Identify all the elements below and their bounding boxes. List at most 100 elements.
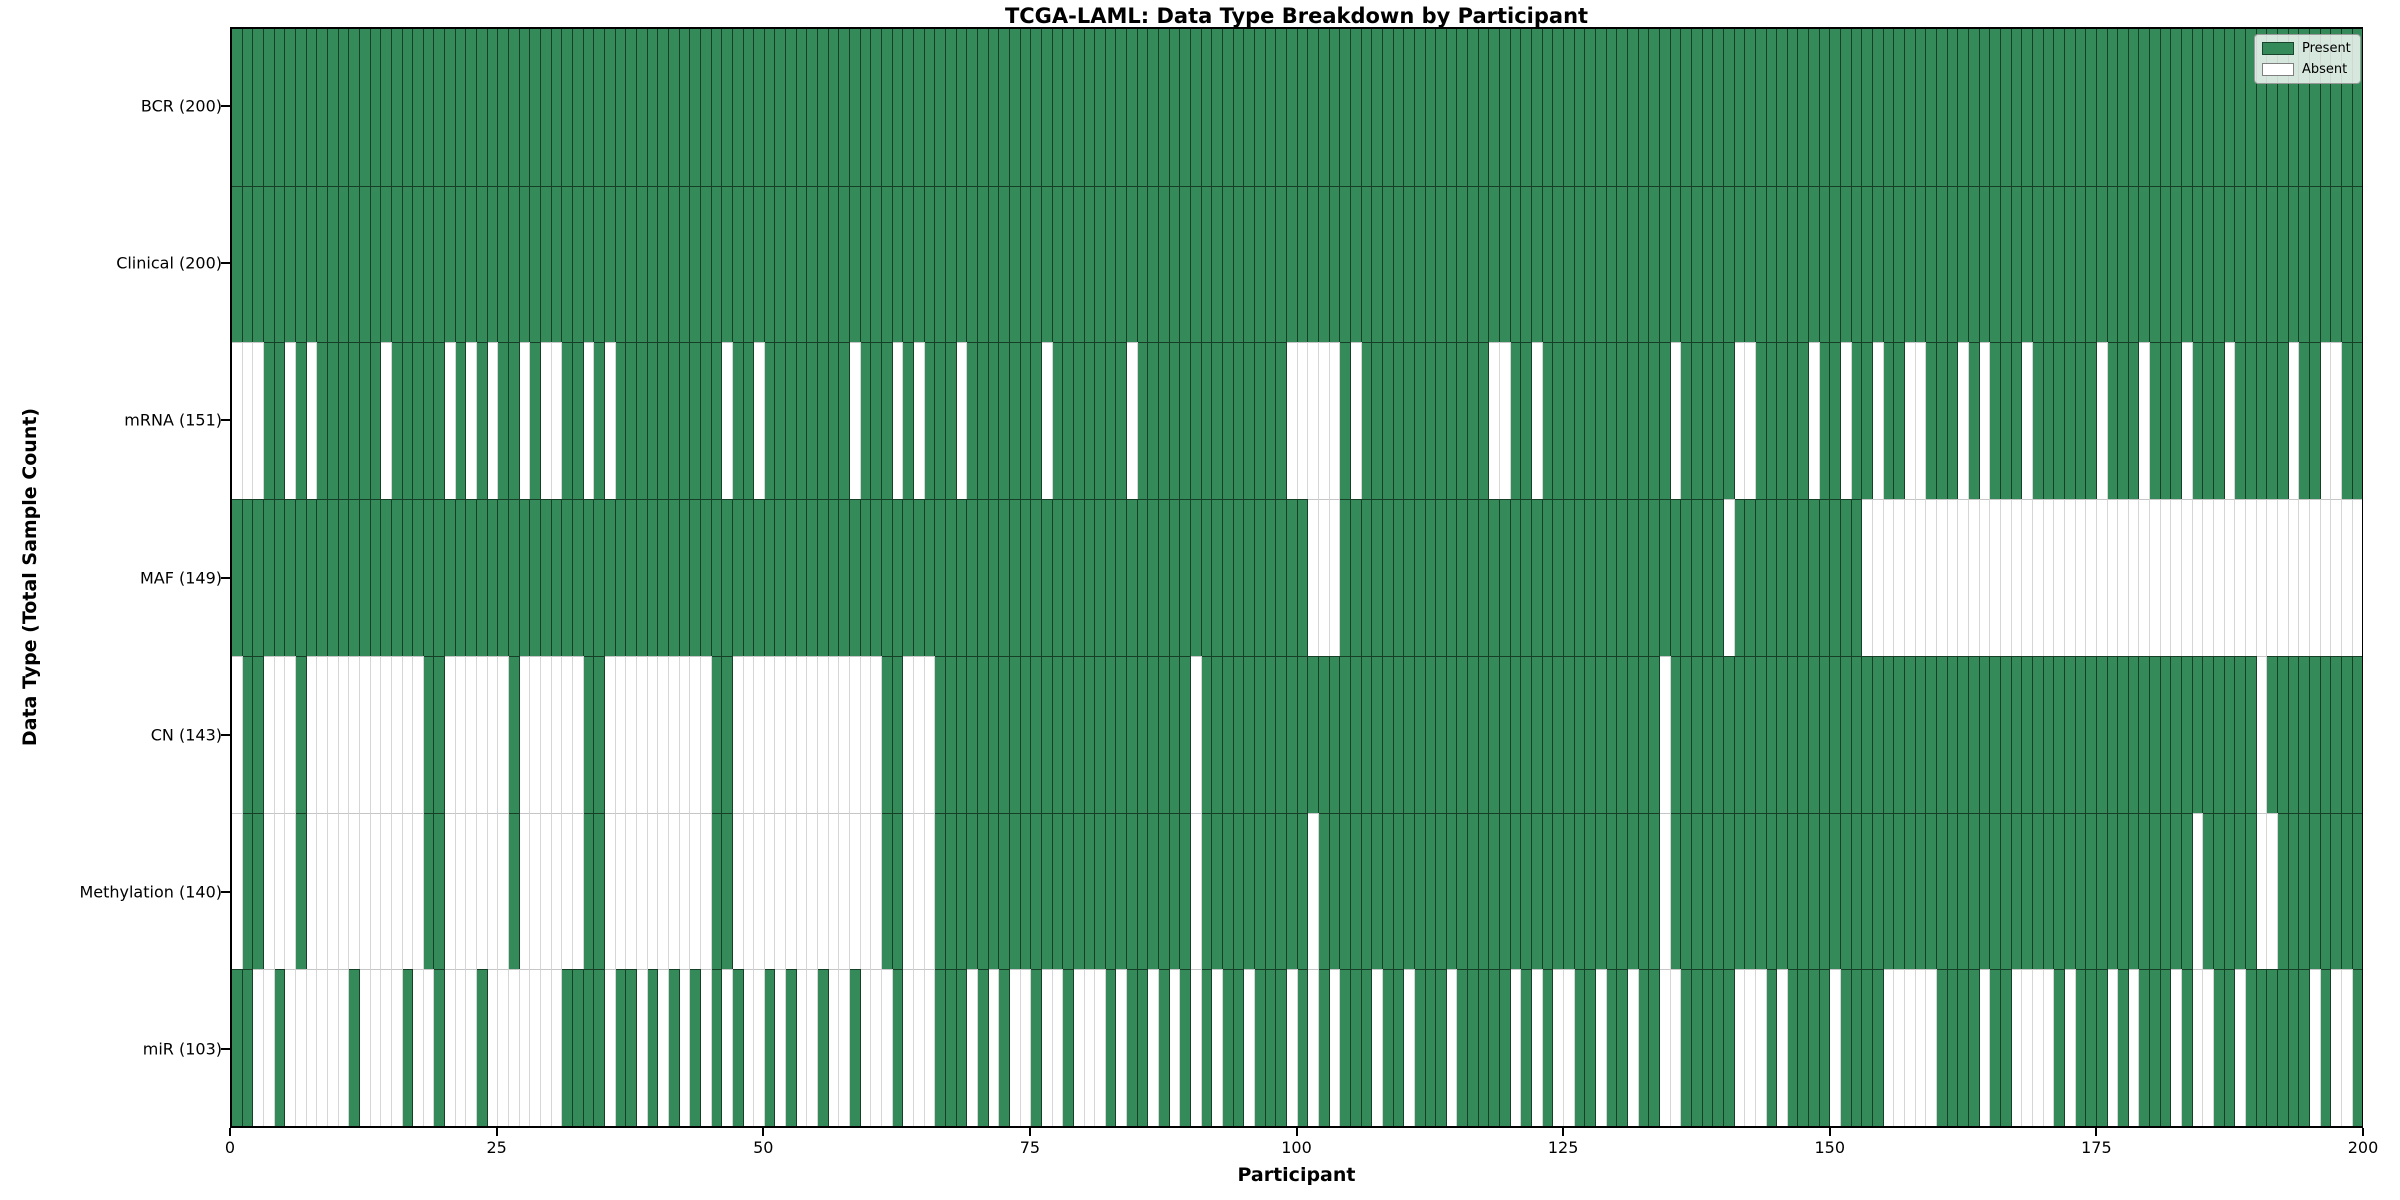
heatmap-cell bbox=[1255, 499, 1266, 656]
heatmap-cell bbox=[1670, 499, 1682, 656]
heatmap-cell bbox=[1798, 812, 1810, 970]
heatmap-cell bbox=[423, 812, 435, 970]
heatmap-cell bbox=[700, 969, 712, 1127]
heatmap-cell bbox=[242, 655, 254, 813]
x-axis-label: Participant bbox=[1237, 1164, 1356, 1186]
heatmap-cell bbox=[2022, 655, 2033, 813]
heatmap-cell bbox=[924, 812, 936, 970]
heatmap-cell bbox=[2139, 969, 2151, 1127]
heatmap-cell bbox=[1787, 342, 1799, 500]
heatmap-cell bbox=[1627, 499, 1639, 656]
heatmap-cell bbox=[1233, 342, 1245, 500]
legend-entry-present: Present bbox=[2262, 41, 2351, 56]
heatmap-cell bbox=[882, 812, 893, 970]
heatmap-cell bbox=[1691, 185, 1703, 343]
heatmap-cell bbox=[2203, 812, 2215, 970]
heatmap-cell bbox=[253, 185, 264, 343]
heatmap-cell bbox=[1340, 812, 1351, 970]
heatmap-cell bbox=[1009, 185, 1021, 343]
heatmap-cell bbox=[2096, 29, 2108, 186]
heatmap-cell bbox=[477, 29, 488, 186]
heatmap-cell bbox=[1340, 185, 1351, 343]
heatmap-cell bbox=[1638, 185, 1650, 343]
heatmap-cell bbox=[1148, 812, 1160, 970]
heatmap-cell bbox=[1968, 29, 1980, 186]
heatmap-cell bbox=[2288, 655, 2300, 813]
heatmap-cell bbox=[263, 342, 275, 500]
heatmap-cell bbox=[1798, 29, 1810, 186]
heatmap-cell bbox=[1510, 812, 1522, 970]
heatmap-cell bbox=[1148, 342, 1160, 500]
heatmap-cell bbox=[1873, 185, 1884, 343]
heatmap-cell bbox=[1894, 812, 1906, 970]
heatmap-cell bbox=[1009, 812, 1021, 970]
heatmap-cell bbox=[306, 655, 318, 813]
heatmap-cell bbox=[732, 655, 744, 813]
heatmap-cell bbox=[1702, 185, 1714, 343]
heatmap-cell bbox=[2320, 655, 2332, 813]
heatmap-cell bbox=[1297, 969, 1309, 1127]
heatmap-cell bbox=[1681, 29, 1692, 186]
heatmap-cell bbox=[1318, 812, 1330, 970]
heatmap-cell bbox=[1425, 342, 1437, 500]
heatmap-cell bbox=[743, 342, 755, 500]
heatmap-cell bbox=[1233, 29, 1245, 186]
heatmap-cell bbox=[1510, 185, 1522, 343]
heatmap-cell bbox=[743, 185, 755, 343]
heatmap-cell bbox=[2000, 185, 2012, 343]
heatmap-cell bbox=[338, 342, 350, 500]
heatmap-cell bbox=[1894, 969, 1906, 1127]
heatmap-cell bbox=[1361, 812, 1373, 970]
heatmap-cell bbox=[509, 655, 520, 813]
heatmap-cell bbox=[466, 499, 478, 656]
heatmap-cell bbox=[1649, 969, 1660, 1127]
heatmap-cell bbox=[1052, 655, 1064, 813]
heatmap-cell bbox=[509, 185, 520, 343]
heatmap-cell bbox=[743, 29, 755, 186]
heatmap-cell bbox=[1446, 499, 1458, 656]
heatmap-cell bbox=[1915, 969, 1927, 1127]
heatmap-cell bbox=[2192, 655, 2204, 813]
x-tick-mark bbox=[2362, 1128, 2364, 1136]
heatmap-cell bbox=[402, 29, 414, 186]
heatmap-cell bbox=[935, 342, 946, 500]
heatmap-cell bbox=[541, 342, 552, 500]
heatmap-cell bbox=[636, 969, 648, 1127]
heatmap-cell bbox=[1372, 185, 1383, 343]
heatmap-cell bbox=[796, 812, 808, 970]
heatmap-cell bbox=[1926, 969, 1937, 1127]
heatmap-cell bbox=[988, 185, 1000, 343]
heatmap-cell bbox=[2128, 655, 2140, 813]
heatmap-cell bbox=[1702, 812, 1714, 970]
heatmap-cell bbox=[935, 812, 946, 970]
heatmap-cell bbox=[1052, 969, 1064, 1127]
heatmap-cell bbox=[1393, 655, 1405, 813]
heatmap-cell bbox=[1382, 185, 1394, 343]
x-tick-mark bbox=[1028, 1128, 1031, 1136]
heatmap-cell bbox=[487, 499, 499, 656]
heatmap-cell bbox=[2214, 185, 2225, 343]
heatmap-cell bbox=[1201, 655, 1213, 813]
heatmap-cell bbox=[498, 185, 510, 343]
heatmap-cell bbox=[1894, 499, 1906, 656]
heatmap-cell bbox=[1958, 29, 1969, 186]
heatmap-cell bbox=[1958, 342, 1969, 500]
heatmap-cell bbox=[1574, 969, 1586, 1127]
heatmap-cell bbox=[1649, 29, 1660, 186]
heatmap-cell bbox=[2171, 342, 2183, 500]
heatmap-cell bbox=[1159, 499, 1170, 656]
heatmap-cell bbox=[594, 969, 605, 1127]
heatmap-cell bbox=[679, 29, 691, 186]
heatmap-cell bbox=[295, 969, 307, 1127]
heatmap-cell bbox=[1340, 499, 1351, 656]
heatmap-cell bbox=[1105, 655, 1117, 813]
heatmap-row-mir bbox=[232, 969, 2363, 1127]
heatmap-cell bbox=[1702, 655, 1714, 813]
heatmap-cell bbox=[1414, 342, 1426, 500]
heatmap-cell bbox=[2160, 185, 2172, 343]
heatmap-cell bbox=[413, 812, 424, 970]
heatmap-cell bbox=[1276, 812, 1287, 970]
heatmap-cell bbox=[1318, 342, 1330, 500]
heatmap-cell bbox=[359, 812, 371, 970]
